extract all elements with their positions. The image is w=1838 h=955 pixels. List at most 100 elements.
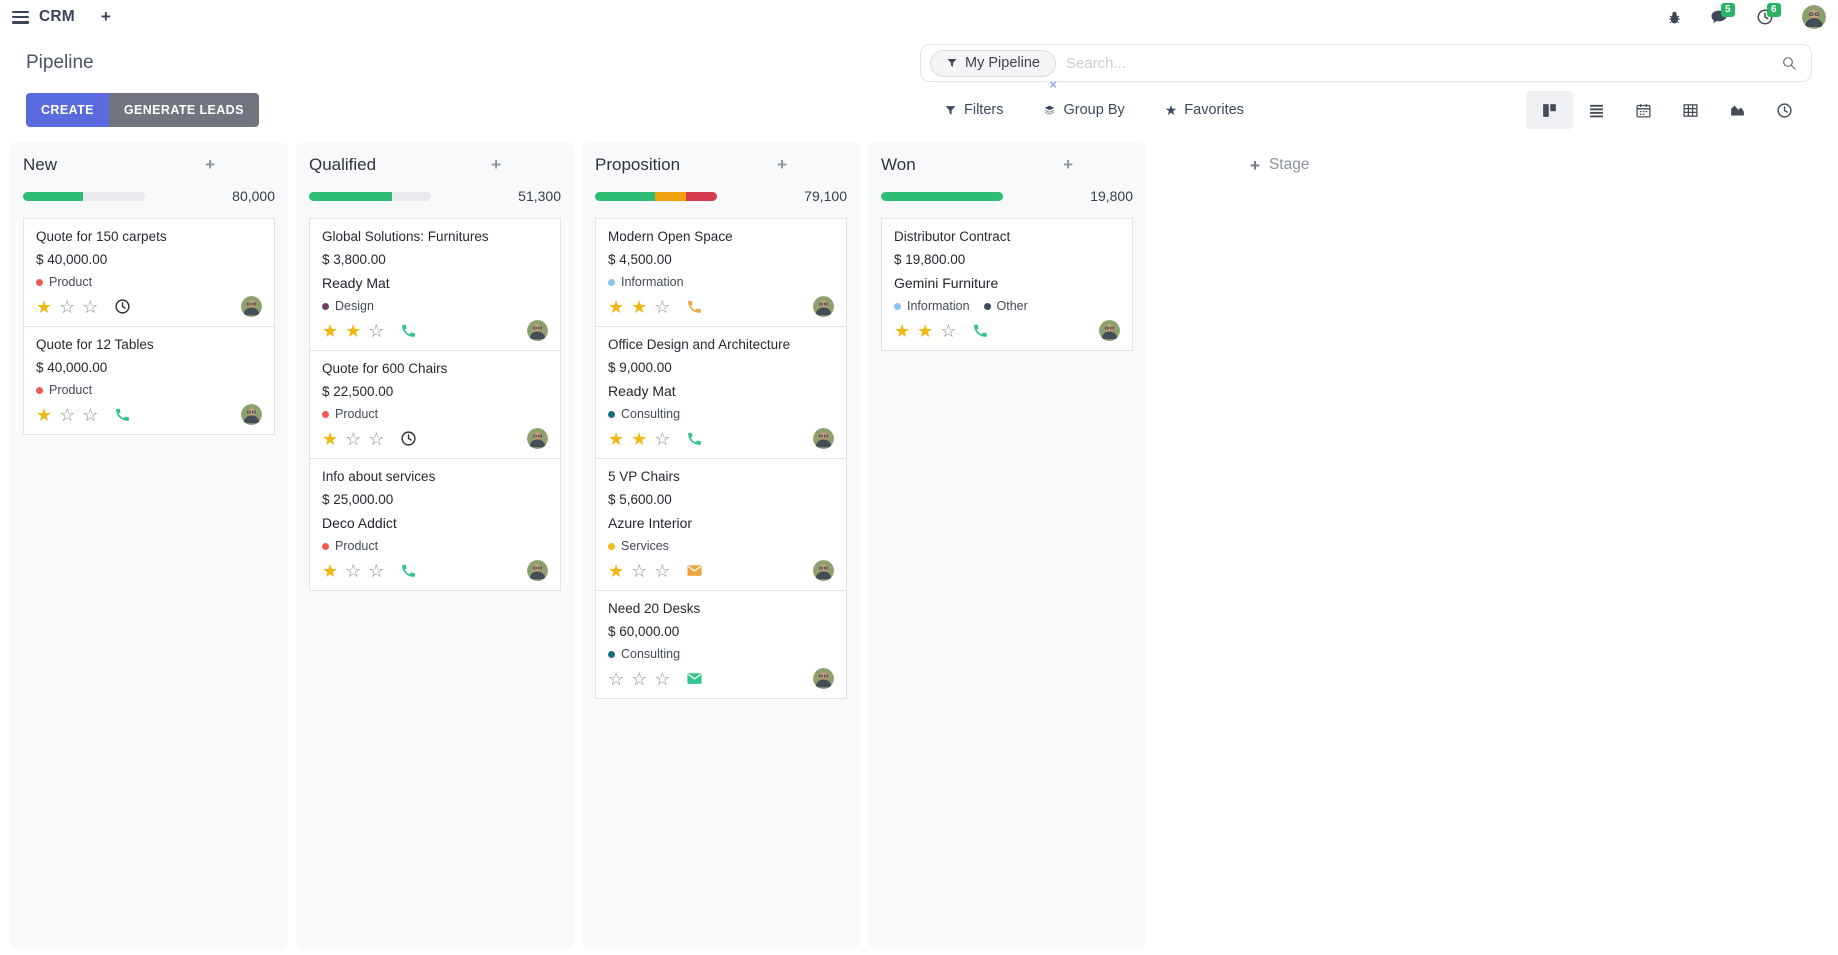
search-submit-button[interactable]	[1767, 45, 1811, 81]
card-tag[interactable]: Consulting	[608, 407, 680, 421]
priority-star-icon[interactable]: ★	[36, 296, 53, 317]
priority-star-icon[interactable]: ★	[36, 404, 53, 425]
priority-star-icon[interactable]: ☆	[368, 428, 385, 449]
priority-star-icon[interactable]: ☆	[654, 560, 671, 581]
envelope-icon[interactable]	[686, 562, 703, 579]
search-bar[interactable]: My Pipeline ×	[920, 44, 1812, 91]
app-brand[interactable]: CRM	[39, 8, 75, 25]
user-avatar[interactable]	[1802, 5, 1826, 29]
kanban-card[interactable]: Global Solutions: Furnitures $ 3,800.00 Re…	[309, 218, 561, 351]
priority-star-icon[interactable]: ☆	[368, 320, 385, 341]
phone-icon[interactable]	[114, 406, 131, 423]
facet-close-icon[interactable]: ×	[1049, 76, 1057, 92]
priority-star-icon[interactable]: ★	[631, 428, 648, 449]
progress-segment-success[interactable]	[595, 191, 655, 201]
priority-star-icon[interactable]: ☆	[368, 560, 385, 581]
priority-star-icon[interactable]: ☆	[940, 320, 957, 341]
priority-star-icon[interactable]: ☆	[345, 560, 362, 581]
column-progressbar[interactable]	[595, 191, 717, 201]
priority-star-icon[interactable]: ☆	[654, 296, 671, 317]
group-by-button[interactable]: Group By	[1043, 102, 1125, 118]
priority-star-icon[interactable]: ★	[631, 296, 648, 317]
column-progressbar[interactable]	[23, 191, 145, 201]
priority-star-icon[interactable]: ★	[322, 320, 339, 341]
plus-icon[interactable]: +	[100, 7, 111, 26]
priority-star-icon[interactable]: ★	[608, 296, 625, 317]
progress-segment-danger[interactable]	[686, 191, 717, 201]
view-graph-button[interactable]	[1714, 91, 1761, 129]
priority-star-icon[interactable]: ☆	[82, 296, 99, 317]
filters-button[interactable]: Filters	[944, 102, 1003, 118]
activities-icon[interactable]: 6	[1756, 3, 1781, 26]
phone-icon[interactable]	[686, 430, 703, 447]
priority-star-icon[interactable]: ☆	[345, 428, 362, 449]
priority-star-icon[interactable]: ☆	[631, 560, 648, 581]
add-stage-button[interactable]: + Stage	[1250, 156, 1309, 174]
kanban-card[interactable]: Info about services $ 25,000.00 Deco Addic…	[309, 459, 561, 591]
card-tag[interactable]: Product	[322, 407, 378, 421]
priority-star-icon[interactable]: ☆	[608, 668, 625, 689]
kanban-card[interactable]: 5 VP Chairs $ 5,600.00 Azure Interior Servi…	[595, 459, 847, 591]
kanban-card[interactable]: Quote for 12 Tables $ 40,000.00 Product ★ ☆ ☆	[23, 327, 275, 435]
priority-star-icon[interactable]: ☆	[654, 428, 671, 449]
card-tag[interactable]: Services	[608, 539, 669, 553]
progress-segment-success[interactable]	[23, 191, 83, 201]
view-activity-button[interactable]	[1761, 91, 1808, 129]
priority-star-icon[interactable]: ☆	[654, 668, 671, 689]
priority-star-icon[interactable]: ☆	[59, 296, 76, 317]
priority-star-icon[interactable]: ★	[322, 428, 339, 449]
column-progressbar[interactable]	[881, 191, 1003, 201]
priority-star-icon[interactable]: ★	[608, 428, 625, 449]
add-record-icon[interactable]: +	[1063, 155, 1073, 174]
priority-star-icon[interactable]: ☆	[82, 404, 99, 425]
priority-star-icon[interactable]: ★	[322, 560, 339, 581]
bug-icon[interactable]	[1667, 9, 1682, 25]
progress-segment-warning[interactable]	[654, 191, 687, 201]
card-tag[interactable]: Information	[894, 299, 970, 313]
kanban-card[interactable]: Office Design and Architecture $ 9,000.00…	[595, 327, 847, 459]
phone-icon[interactable]	[686, 298, 703, 315]
add-record-icon[interactable]: +	[205, 155, 215, 174]
kanban-card[interactable]: Need 20 Desks $ 60,000.00 Consulting ☆ ☆ ☆	[595, 591, 847, 699]
priority-star-icon[interactable]: ☆	[631, 668, 648, 689]
view-pivot-button[interactable]	[1667, 91, 1714, 129]
apps-menu-icon[interactable]	[12, 10, 29, 24]
card-tag[interactable]: Product	[36, 275, 92, 289]
search-facet-my-pipeline[interactable]: My Pipeline ×	[930, 49, 1057, 91]
kanban-card[interactable]: Quote for 600 Chairs $ 22,500.00 Product ★ ☆…	[309, 351, 561, 459]
card-tag[interactable]: Information	[608, 275, 684, 289]
card-tag[interactable]: Consulting	[608, 647, 680, 661]
view-calendar-button[interactable]	[1620, 91, 1667, 129]
kanban-card[interactable]: Modern Open Space $ 4,500.00 Information ★ ★…	[595, 218, 847, 327]
add-record-icon[interactable]: +	[491, 155, 501, 174]
kanban-card[interactable]: Distributor Contract $ 19,800.00 Gemini Fu…	[881, 218, 1133, 351]
phone-icon[interactable]	[972, 322, 989, 339]
clock-icon[interactable]	[400, 430, 417, 447]
priority-star-icon[interactable]: ☆	[59, 404, 76, 425]
card-tag[interactable]: Product	[36, 383, 92, 397]
phone-icon[interactable]	[400, 322, 417, 339]
priority-star-icon[interactable]: ★	[345, 320, 362, 341]
favorites-button[interactable]: ★ Favorites	[1165, 102, 1244, 118]
magnifier-icon	[1781, 55, 1797, 71]
generate-leads-button[interactable]: GENERATE LEADS	[108, 93, 259, 127]
progress-segment-success[interactable]	[309, 191, 392, 201]
phone-icon[interactable]	[400, 562, 417, 579]
view-kanban-button[interactable]	[1526, 91, 1573, 129]
card-tag[interactable]: Other	[983, 299, 1028, 313]
messages-icon[interactable]: 5	[1710, 3, 1735, 26]
view-list-button[interactable]	[1573, 91, 1620, 129]
search-input[interactable]	[1055, 54, 1767, 72]
priority-star-icon[interactable]: ★	[894, 320, 911, 341]
priority-star-icon[interactable]: ★	[608, 560, 625, 581]
priority-star-icon[interactable]: ★	[917, 320, 934, 341]
card-tag[interactable]: Design	[322, 299, 374, 313]
column-progressbar[interactable]	[309, 191, 431, 201]
card-tag[interactable]: Product	[322, 539, 378, 553]
kanban-card[interactable]: Quote for 150 carpets $ 40,000.00 Product ★…	[23, 218, 275, 327]
create-button[interactable]: CREATE	[26, 93, 109, 127]
progress-segment-success[interactable]	[881, 191, 1003, 201]
envelope-icon[interactable]	[686, 670, 703, 687]
add-record-icon[interactable]: +	[777, 155, 787, 174]
clock-icon[interactable]	[114, 298, 131, 315]
